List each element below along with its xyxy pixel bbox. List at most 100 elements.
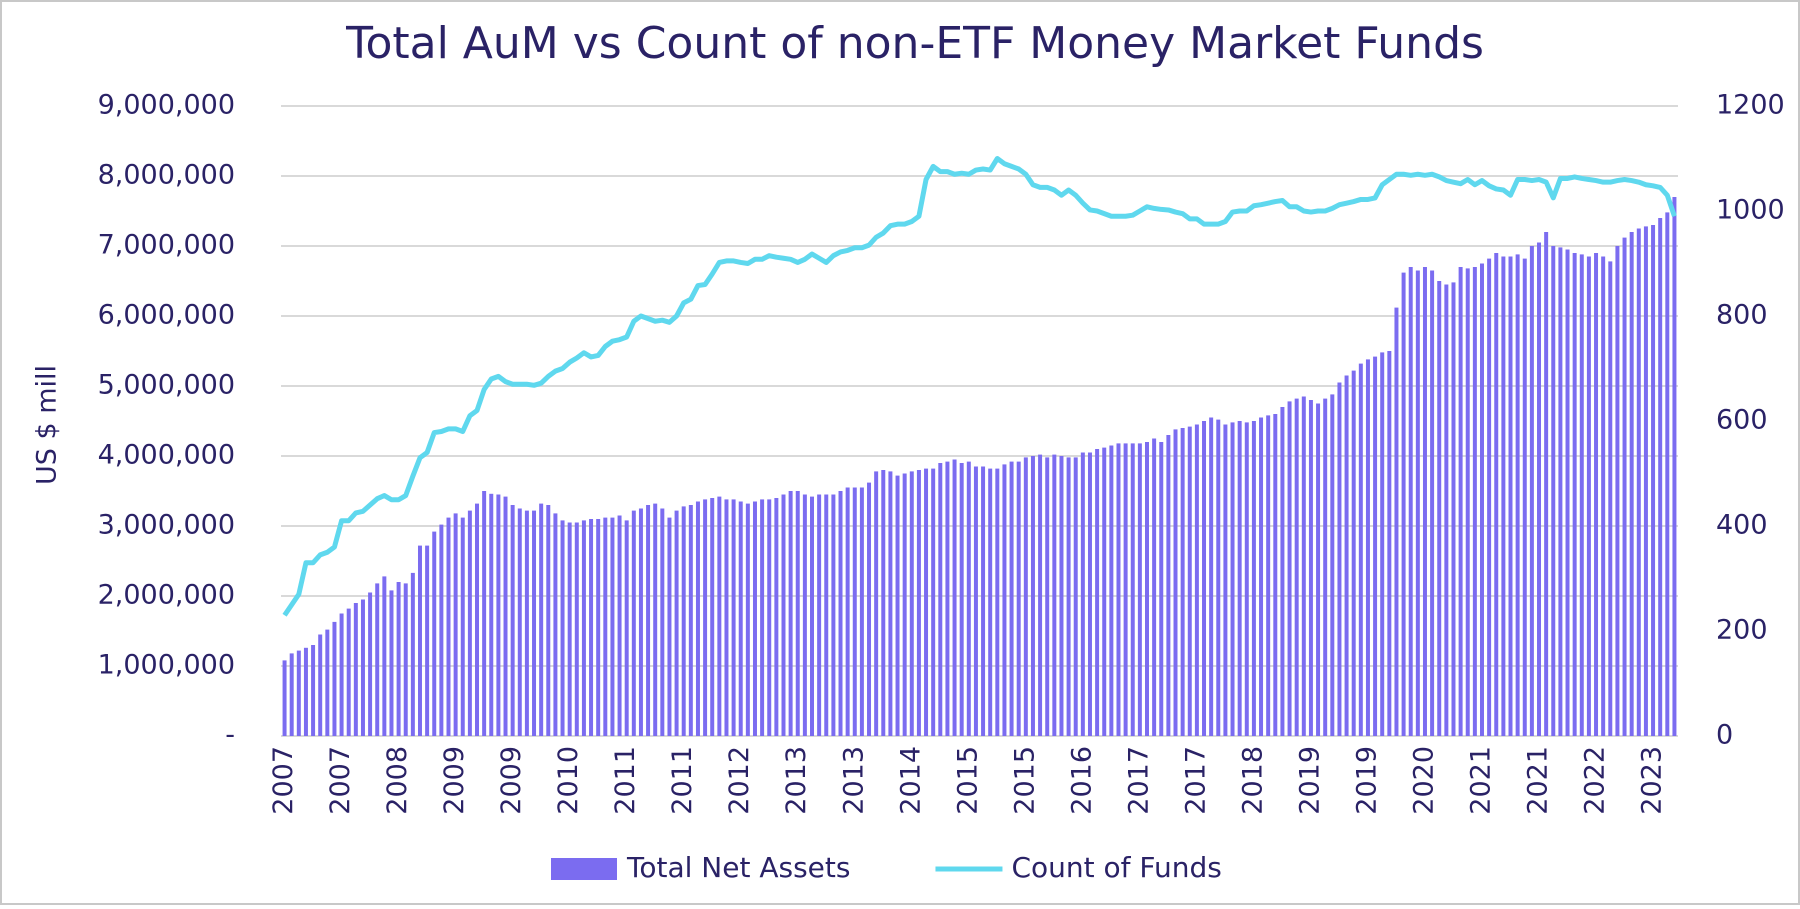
bar bbox=[1636, 228, 1641, 736]
bar bbox=[1594, 253, 1599, 736]
x-tick-label: 2010 bbox=[553, 746, 584, 815]
bar bbox=[938, 463, 943, 736]
y2-tick-label: 400 bbox=[1716, 510, 1768, 541]
bar bbox=[973, 466, 978, 736]
bar bbox=[688, 505, 693, 736]
bar bbox=[1565, 249, 1570, 736]
bar bbox=[482, 491, 487, 736]
bar bbox=[1479, 263, 1484, 736]
bar bbox=[867, 482, 872, 736]
x-tick-label: 2018 bbox=[1237, 746, 1268, 815]
bar bbox=[653, 503, 658, 736]
y2-tick-label: 200 bbox=[1716, 615, 1768, 646]
bar bbox=[1030, 456, 1035, 736]
bar bbox=[1515, 254, 1520, 736]
y2-tick-label: 1000 bbox=[1716, 195, 1785, 226]
y-tick-label: 1,000,000 bbox=[98, 650, 235, 681]
bar bbox=[289, 653, 294, 736]
bar bbox=[360, 599, 365, 736]
bar bbox=[524, 510, 529, 736]
bar bbox=[581, 520, 586, 736]
bar bbox=[1579, 254, 1584, 736]
bar bbox=[574, 522, 579, 736]
bar bbox=[981, 466, 986, 736]
bar bbox=[346, 608, 351, 736]
bar bbox=[1159, 442, 1164, 736]
legend-label: Count of Funds bbox=[1011, 851, 1221, 884]
y-tick-label: 7,000,000 bbox=[98, 230, 235, 261]
bar bbox=[1337, 382, 1342, 736]
y-tick-label: 5,000,000 bbox=[98, 370, 235, 401]
bar bbox=[510, 505, 515, 736]
bar bbox=[881, 470, 886, 736]
y-tick-label: 6,000,000 bbox=[98, 300, 235, 331]
bar bbox=[852, 487, 857, 736]
bar bbox=[995, 468, 1000, 736]
x-tick-label: 2015 bbox=[952, 746, 983, 815]
bar bbox=[610, 517, 615, 736]
bar bbox=[503, 496, 508, 736]
bar bbox=[909, 471, 914, 736]
bar bbox=[1223, 424, 1228, 736]
bar bbox=[1330, 394, 1335, 736]
bar bbox=[567, 522, 572, 736]
bar bbox=[1137, 443, 1142, 736]
x-tick-label: 2019 bbox=[1294, 746, 1325, 815]
bar bbox=[1351, 370, 1356, 736]
x-tick-label: 2023 bbox=[1637, 746, 1668, 815]
x-tick-label: 2012 bbox=[724, 746, 755, 815]
y-tick-label: 4,000,000 bbox=[98, 440, 235, 471]
bar bbox=[403, 583, 408, 736]
bar bbox=[1102, 447, 1107, 736]
bar bbox=[1294, 398, 1299, 736]
bar bbox=[888, 471, 893, 736]
bar bbox=[717, 496, 722, 736]
bar bbox=[695, 501, 700, 736]
bar bbox=[1116, 443, 1121, 736]
bar bbox=[375, 583, 380, 736]
bar bbox=[1209, 417, 1214, 736]
bar bbox=[1508, 256, 1513, 736]
bar bbox=[368, 592, 373, 736]
x-tick-label: 2007 bbox=[325, 746, 356, 815]
bar bbox=[1651, 225, 1656, 736]
bar bbox=[318, 634, 323, 736]
bar bbox=[1608, 261, 1613, 736]
bar bbox=[788, 491, 793, 736]
bar bbox=[931, 468, 936, 736]
bar bbox=[1494, 253, 1499, 736]
bar bbox=[646, 505, 651, 736]
bar bbox=[1087, 452, 1092, 736]
chart-title: Total AuM vs Count of non-ETF Money Mark… bbox=[345, 18, 1484, 69]
bar bbox=[1522, 258, 1527, 736]
bar bbox=[631, 510, 636, 736]
bar bbox=[624, 520, 629, 736]
bar bbox=[496, 494, 501, 736]
bar bbox=[1572, 253, 1577, 736]
bar bbox=[1601, 256, 1606, 736]
bar bbox=[446, 517, 451, 736]
y2-tick-label: 1200 bbox=[1716, 90, 1785, 121]
bar bbox=[1586, 256, 1591, 736]
x-tick-label: 2021 bbox=[1523, 746, 1554, 815]
bar bbox=[353, 603, 358, 736]
bar bbox=[1394, 307, 1399, 736]
bar bbox=[838, 491, 843, 736]
bar bbox=[1358, 363, 1363, 736]
x-tick-label: 2008 bbox=[382, 746, 413, 815]
bar bbox=[752, 501, 757, 736]
bar bbox=[1059, 456, 1064, 736]
bar bbox=[1672, 197, 1677, 736]
bar bbox=[1551, 246, 1556, 736]
x-tick-label: 2009 bbox=[496, 746, 527, 815]
bar bbox=[1629, 232, 1634, 736]
bar bbox=[1180, 428, 1185, 736]
bar bbox=[296, 650, 301, 736]
bar bbox=[467, 510, 472, 736]
bar bbox=[810, 496, 814, 736]
x-tick-label: 2017 bbox=[1180, 746, 1211, 815]
bar bbox=[767, 499, 772, 736]
x-tick-label: 2017 bbox=[1123, 746, 1154, 815]
y-tick-label: 9,000,000 bbox=[98, 90, 235, 121]
bar bbox=[1529, 246, 1534, 736]
